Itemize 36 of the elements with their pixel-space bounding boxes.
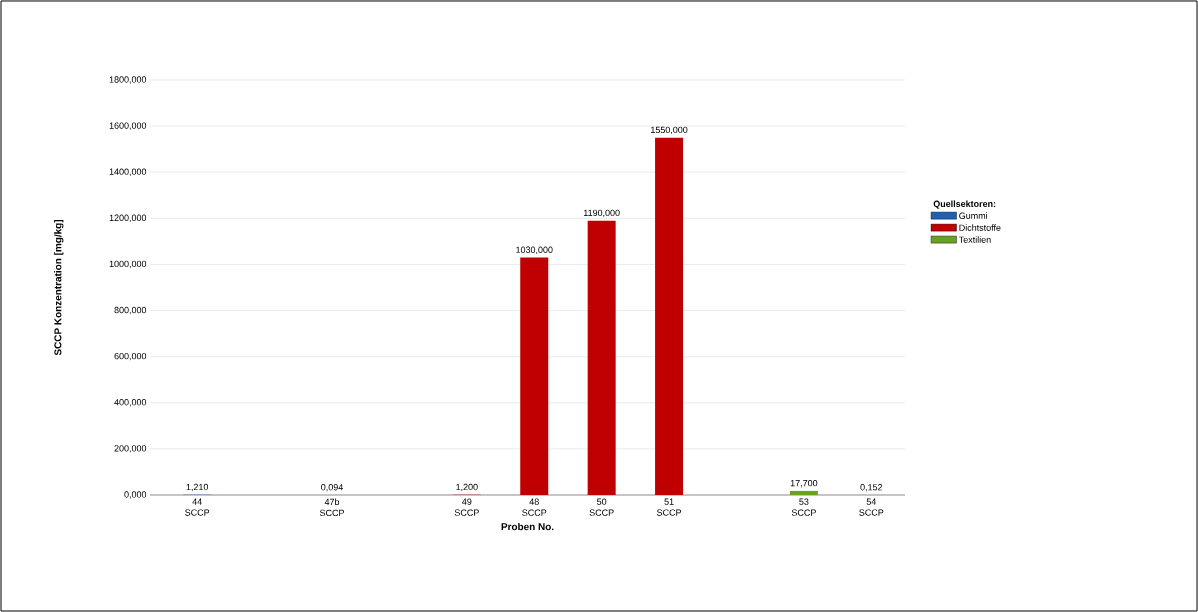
y-tick-label: 200,000: [114, 445, 147, 453]
data-label: 0,152: [860, 484, 883, 492]
bar: [789, 490, 818, 495]
data-label: 17,700: [790, 479, 818, 488]
data-label: 1,200: [456, 483, 478, 492]
x-tick-label: 49 SCCP: [454, 498, 479, 516]
x-tick-label: 50 SCCP: [589, 498, 614, 516]
bar: [587, 220, 616, 495]
y-tick-label: 1800,000: [109, 76, 147, 84]
legend-label: Textilien: [958, 236, 991, 243]
data-label: 1,210: [186, 483, 209, 492]
x-tick-label: 53 SCCP: [791, 498, 816, 516]
y-tick-label: 1000,000: [109, 260, 147, 269]
y-tick-label: 1400,000: [109, 168, 147, 176]
bar: [520, 257, 549, 495]
data-label: 1030,000: [516, 246, 553, 254]
data-label: 1190,000: [583, 209, 620, 218]
y-tick-label: 400,000: [114, 399, 147, 407]
y-tick-label: 0,000: [124, 491, 147, 499]
y-tick-label: 1600,000: [109, 122, 147, 130]
x-axis-title: Proben No.: [501, 522, 554, 531]
x-tick-label: 54 SCCP: [859, 498, 884, 516]
x-tick-label: 51 SCCP: [657, 498, 682, 516]
y-tick-label: 600,000: [114, 352, 147, 361]
y-axis-title: SCCP Konzentration [mg/kg]: [54, 219, 64, 356]
legend-label: Dichtstoffe: [959, 224, 1001, 231]
x-tick-label: 44 SCCP: [185, 498, 210, 516]
y-tick-label: 1200,000: [109, 214, 147, 223]
x-tick-label: 48 SCCP: [522, 498, 547, 516]
y-tick-label: 800,000: [114, 306, 147, 315]
data-label: 0,094: [321, 484, 343, 492]
legend-title: Quellsektoren:: [933, 200, 996, 209]
bar: [655, 137, 684, 495]
legend-label: Gummi: [959, 212, 988, 219]
x-tick-label: 47b SCCP: [319, 498, 344, 517]
data-label: 1550,000: [651, 126, 688, 135]
